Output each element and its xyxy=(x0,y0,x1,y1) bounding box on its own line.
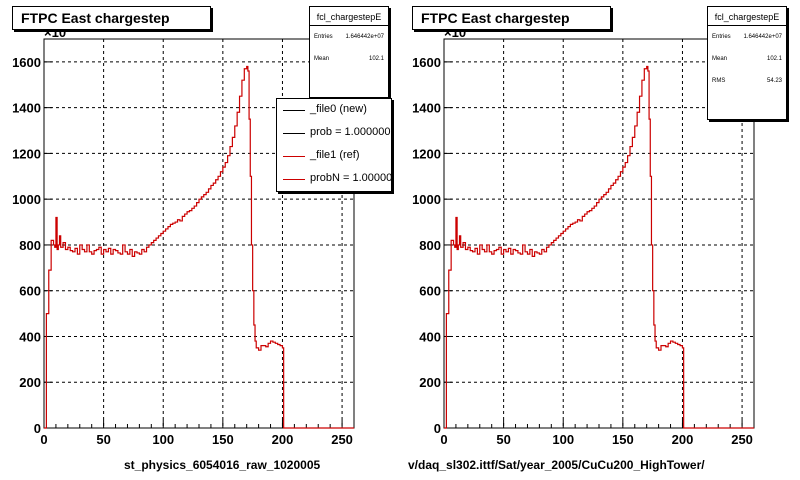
stats-box: fcl_chargestepE Entries 1.646442e+07 Mea… xyxy=(309,6,389,98)
y-tick-label: 200 xyxy=(419,375,441,390)
y-tick-label: 1200 xyxy=(12,146,41,161)
x-tick-label: 250 xyxy=(331,432,353,447)
y-tick-label: 400 xyxy=(19,329,41,344)
stats-name: fcl_chargestepE xyxy=(310,7,388,26)
y-tick-label: 1200 xyxy=(412,146,441,161)
x-tick-label: 0 xyxy=(40,432,47,447)
legend-label: probN = 1.000000 xyxy=(310,172,392,184)
x-tick-label: 200 xyxy=(272,432,294,447)
stats-key: RMS xyxy=(712,78,726,84)
y-tick-label: 1000 xyxy=(12,192,41,207)
legend-line xyxy=(283,110,305,111)
stats-row-mean: Mean 102.1 xyxy=(310,48,388,70)
x-tick-label: 100 xyxy=(152,432,174,447)
legend-entry: probN = 1.000000 xyxy=(277,168,391,191)
stats-row-mean: Mean 102.1 xyxy=(708,48,786,70)
legend-line xyxy=(283,156,305,157)
legend-entry: prob = 1.000000 xyxy=(277,122,391,145)
stats-row-entries: Entries 1.646442e+07 xyxy=(708,26,786,48)
legend-box: _file0 (new) prob = 1.000000 _file1 (ref… xyxy=(276,98,392,192)
stats-row-entries: Entries 1.646442e+07 xyxy=(310,26,388,48)
y-tick-label: 400 xyxy=(419,329,441,344)
y-tick-label: 800 xyxy=(19,238,41,253)
y-tick-label: 0 xyxy=(434,421,441,436)
x-axis-title: v/daq_sl302.ittf/Sat/year_2005/CuCu200_H… xyxy=(408,458,705,472)
y-tick-label: 1600 xyxy=(412,55,441,70)
legend-label: prob = 1.000000 xyxy=(310,126,391,138)
x-tick-label: 50 xyxy=(96,432,110,447)
x-tick-label: 150 xyxy=(212,432,234,447)
x-tick-label: 0 xyxy=(440,432,447,447)
y-tick-label: 1000 xyxy=(412,192,441,207)
x-axis-title: st_physics_6054016_raw_1020005 xyxy=(124,458,321,472)
stats-value: 1.646442e+07 xyxy=(345,34,384,40)
y-tick-label: 1400 xyxy=(412,101,441,116)
title-text: FTPC East chargestep xyxy=(421,10,570,26)
y-tick-label: 800 xyxy=(419,238,441,253)
series-line xyxy=(444,65,754,429)
y-tick-label: 600 xyxy=(19,284,41,299)
y-tick-label: 200 xyxy=(19,375,41,390)
y-tick-label: 1400 xyxy=(12,101,41,116)
x-tick-label: 150 xyxy=(612,432,634,447)
stats-value: 102.1 xyxy=(368,56,384,62)
plot-title: FTPC East chargestep xyxy=(12,6,211,30)
stats-value: 54.23 xyxy=(766,78,782,84)
y-tick-label: 0 xyxy=(34,421,41,436)
stats-name: fcl_chargestepE xyxy=(708,7,786,26)
stats-key: Entries xyxy=(712,34,731,40)
title-text: FTPC East chargestep xyxy=(21,10,170,26)
x-tick-label: 250 xyxy=(731,432,753,447)
plot-frame xyxy=(443,38,755,429)
x-tick-label: 100 xyxy=(552,432,574,447)
legend-entry: _file1 (ref) xyxy=(277,145,391,168)
stats-key: Mean xyxy=(314,56,330,62)
legend-entry: _file0 (new) xyxy=(277,99,391,122)
series-line xyxy=(44,65,354,429)
stats-value: 1.646442e+07 xyxy=(743,34,782,40)
legend-label: _file1 (ref) xyxy=(310,149,360,161)
stats-box: fcl_chargestepE Entries 1.646442e+07 Mea… xyxy=(707,6,787,120)
legend-line xyxy=(283,133,305,134)
stats-row-rms: RMS 54.23 xyxy=(708,70,786,92)
y-tick-label: 1600 xyxy=(12,55,41,70)
legend-label: _file0 (new) xyxy=(310,103,367,115)
stats-key: Mean xyxy=(712,56,728,62)
stats-value: 102.1 xyxy=(766,56,782,62)
y-tick-label: 600 xyxy=(419,284,441,299)
x-tick-label: 50 xyxy=(496,432,510,447)
stats-key: Entries xyxy=(314,34,333,40)
plot-title: FTPC East chargestep xyxy=(412,6,611,30)
x-tick-label: 200 xyxy=(672,432,694,447)
legend-line xyxy=(283,179,305,180)
